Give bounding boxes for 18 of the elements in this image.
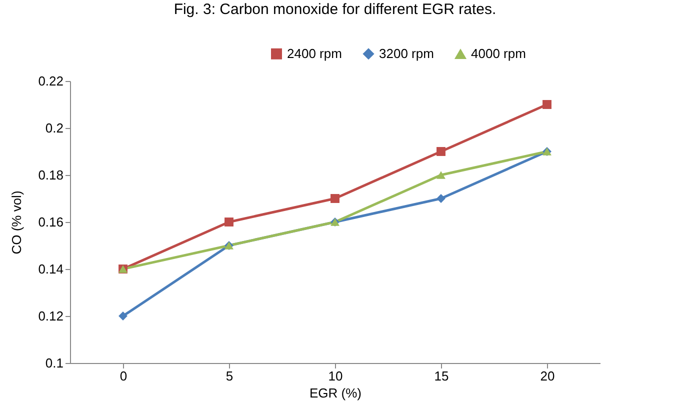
- legend-label: 3200 rpm: [379, 46, 434, 61]
- y-tick-label: 0.14: [38, 262, 64, 276]
- y-tick-label: 0.1: [45, 356, 64, 370]
- x-axis-title: EGR (%): [310, 386, 362, 400]
- y-tick-label: 0.22: [38, 74, 64, 88]
- x-tick-label: 0: [120, 368, 128, 384]
- y-tick-label: 0.2: [45, 120, 64, 136]
- y-axis-title: CO (% vol): [9, 190, 24, 254]
- legend-label: 2400 rpm: [287, 46, 342, 61]
- y-tick-label: 0.16: [38, 214, 64, 230]
- x-tick-label: 20: [540, 368, 555, 384]
- x-tick-label: 10: [328, 368, 343, 384]
- legend-label: 4000 rpm: [471, 46, 526, 62]
- x-tick-label: 5: [226, 368, 234, 384]
- chart-title: Fig. 3: Carbon monoxide for different EGR rates.: [174, 1, 496, 18]
- x-tick-label: 15: [434, 368, 449, 384]
- y-tick-label: 0.12: [38, 308, 64, 324]
- y-tick-label: 0.18: [38, 168, 64, 182]
